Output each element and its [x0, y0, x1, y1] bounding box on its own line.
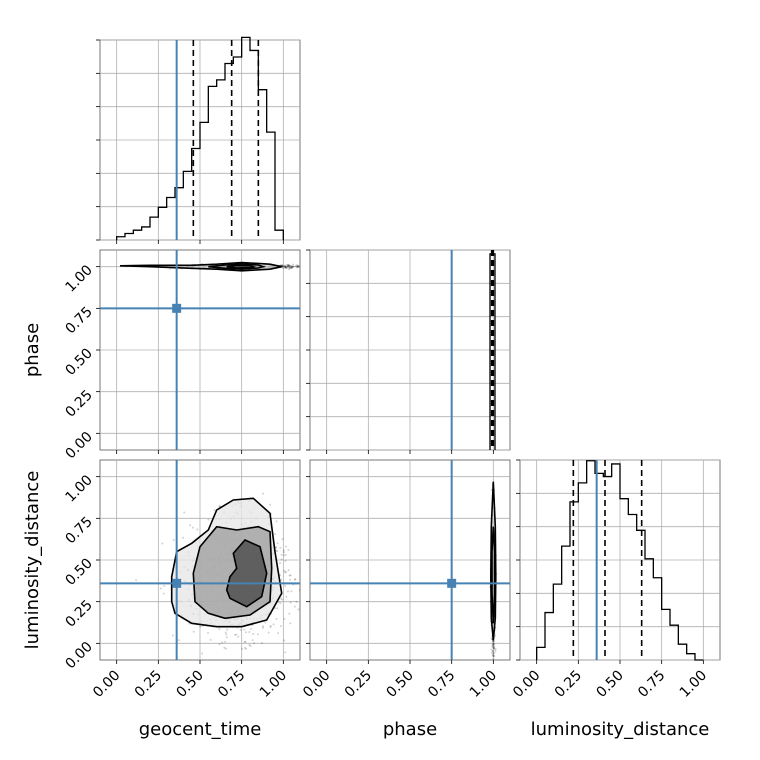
tick-label-x: 1.00: [257, 668, 290, 701]
x-axis-label-geocent-time: geocent_time: [139, 719, 262, 740]
truth-marker: [172, 578, 182, 588]
density-panel-geocent-time-vs-phase: 0.00 0.25 0.50 0.75 1.00: [62, 249, 301, 462]
contour-level-3: [226, 264, 257, 269]
density-layer: [489, 481, 498, 660]
truth-marker: [172, 303, 182, 313]
y-axis-label-luminosity-distance: luminosity_distance: [22, 471, 43, 650]
tick-label-x: 1.00: [467, 668, 500, 701]
density-panel-phase-vs-luminosity-distance: 0.00 0.25 0.50 0.75 1.00: [300, 459, 511, 701]
truth-marker: [447, 578, 457, 588]
histogram-steps: [116, 36, 284, 240]
contour-level-2: [491, 526, 496, 624]
x-axis-label-luminosity-distance: luminosity_distance: [531, 719, 710, 740]
density-layer: [135, 492, 300, 655]
histogram-panel-geocent-time: [96, 36, 301, 244]
contour-level-3: [225, 539, 268, 608]
tick-label-x: 0.25: [552, 668, 585, 701]
tick-label-y: 0.50: [62, 556, 95, 589]
tick-label-x: 0.00: [90, 668, 123, 701]
density-panel-geocent-time-vs-luminosity-distance: 0.00 0.25 0.50 0.75 1.000.000.250.500.751.00: [62, 459, 301, 701]
density-layer: [119, 261, 300, 272]
histogram-panel-luminosity-distance: 0.00 0.25 0.50 0.75 1.00: [510, 459, 721, 701]
tick-label-y: 1.00: [62, 472, 95, 505]
tick-label-x: 0.50: [593, 668, 626, 701]
histogram-steps: [536, 460, 704, 661]
histogram-panel-phase: [306, 249, 511, 454]
tick-label-x: 0.75: [425, 668, 458, 701]
tick-label-x: 1.00: [677, 668, 710, 701]
tick-label-y: 0.00: [62, 429, 95, 462]
tick-label-x: 0.50: [173, 668, 206, 701]
tick-label-x: 0.75: [635, 668, 668, 701]
tick-label-x: 0.50: [383, 668, 416, 701]
tick-label-y: 1.00: [62, 262, 95, 295]
tick-label-x: 0.25: [342, 668, 375, 701]
tick-label-y: 0.00: [62, 639, 95, 672]
y-axis-label-phase: phase: [22, 323, 43, 377]
tick-label-y: 0.50: [62, 346, 95, 379]
tick-label-x: 0.00: [300, 668, 333, 701]
tick-label-y: 0.75: [62, 514, 95, 547]
tick-label-x: 0.75: [215, 668, 248, 701]
tick-label-y: 0.25: [62, 597, 95, 630]
tick-label-x: 0.00: [510, 668, 543, 701]
tick-label-y: 0.75: [62, 304, 95, 337]
tick-label-y: 0.25: [62, 387, 95, 420]
tick-label-x: 0.25: [132, 668, 165, 701]
x-axis-label-phase: phase: [383, 719, 437, 740]
